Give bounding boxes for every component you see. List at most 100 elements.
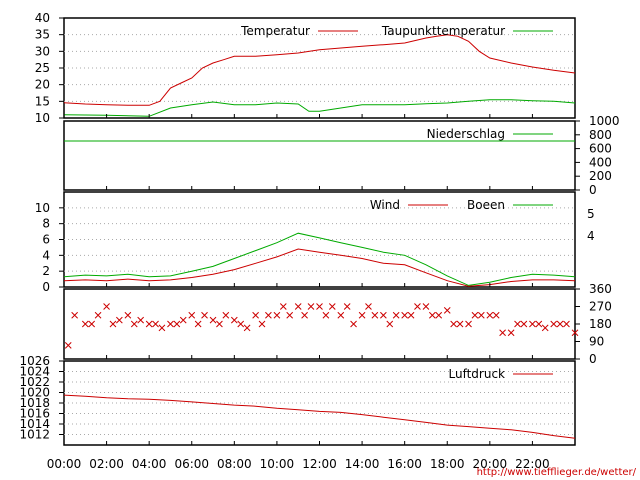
direction-point bbox=[201, 311, 208, 319]
direction-point bbox=[109, 320, 117, 328]
direction-point bbox=[258, 320, 266, 328]
y-tick-label: 8 bbox=[42, 217, 50, 231]
direction-point bbox=[535, 320, 543, 328]
x-tick-label: 02:00 bbox=[89, 457, 124, 471]
direction-point bbox=[471, 311, 479, 319]
direction-point bbox=[529, 320, 536, 328]
y-tick-label: 4 bbox=[42, 248, 50, 262]
x-tick-label: 20:00 bbox=[473, 457, 508, 471]
direction-point bbox=[173, 320, 181, 328]
y-tick-label: 10 bbox=[35, 111, 50, 125]
right-tick-label: 270 bbox=[589, 300, 612, 314]
x-tick-label: 18:00 bbox=[430, 457, 465, 471]
direction-point bbox=[371, 311, 379, 319]
credit-link-text[interactable]: http://www.tiefflieger.de/wetter/ bbox=[476, 467, 636, 478]
right-tick-label: 5 bbox=[587, 207, 595, 221]
direction-point bbox=[450, 320, 457, 328]
y-tick-label: 2 bbox=[42, 264, 50, 278]
direction-point bbox=[328, 303, 336, 310]
direction-point bbox=[252, 311, 259, 319]
direction-point bbox=[237, 320, 245, 328]
direction-point bbox=[145, 320, 153, 328]
y-tick-label: 40 bbox=[35, 11, 50, 25]
legend-wind-label: Wind bbox=[370, 198, 400, 212]
x-tick-label: 06:00 bbox=[174, 457, 209, 471]
direction-point bbox=[103, 303, 110, 310]
direction-point bbox=[556, 320, 564, 328]
y-tick-label: 1014 bbox=[19, 417, 50, 431]
legend-temperatur-label: Temperatur bbox=[240, 24, 310, 38]
y-tick-label: 1024 bbox=[19, 365, 50, 379]
direction-point bbox=[188, 311, 196, 319]
direction-point bbox=[273, 311, 281, 319]
direction-point bbox=[243, 324, 251, 332]
direction-point bbox=[124, 311, 132, 319]
direction-point bbox=[350, 320, 357, 328]
direction-point bbox=[279, 303, 287, 310]
series-line-pressure-0 bbox=[63, 394, 576, 439]
series-line-temperature-0 bbox=[63, 34, 576, 106]
direction-point bbox=[94, 311, 102, 319]
right-tick-label: 180 bbox=[589, 317, 612, 331]
direction-point bbox=[422, 303, 430, 310]
right-tick-label: 360 bbox=[589, 282, 612, 296]
y-tick-label: 0 bbox=[42, 280, 50, 294]
direction-point bbox=[222, 311, 230, 319]
right-tick-label: 0 bbox=[589, 183, 597, 197]
legend-boeen-label: Boeen bbox=[467, 198, 505, 212]
panel-frame-direction bbox=[63, 288, 576, 360]
legend-precipitation-label: Niederschlag bbox=[427, 127, 505, 141]
direction-point bbox=[116, 316, 123, 324]
direction-point bbox=[407, 311, 415, 319]
y-tick-label: 20 bbox=[35, 78, 50, 92]
y-tick-label: 15 bbox=[35, 94, 50, 108]
right-tick-label: 600 bbox=[589, 142, 612, 156]
y-tick-label: 1022 bbox=[19, 375, 50, 389]
series-line-temperature-1 bbox=[63, 99, 576, 117]
direction-point bbox=[265, 311, 272, 319]
direction-point bbox=[465, 320, 472, 328]
direction-point bbox=[365, 303, 372, 310]
y-tick-label: 1016 bbox=[19, 407, 50, 421]
right-tick-label: 400 bbox=[589, 155, 612, 169]
y-tick-label: 1026 bbox=[19, 354, 50, 368]
direction-point bbox=[443, 307, 451, 314]
y-tick-label: 1012 bbox=[19, 428, 50, 442]
direction-point bbox=[216, 320, 223, 328]
direction-point bbox=[563, 320, 570, 328]
direction-point bbox=[307, 303, 315, 310]
direction-point bbox=[456, 320, 464, 328]
direction-point bbox=[571, 329, 579, 337]
y-tick-label: 35 bbox=[35, 28, 50, 42]
x-tick-label: 12:00 bbox=[302, 457, 337, 471]
series-line-wind-1 bbox=[63, 232, 576, 286]
direction-point bbox=[514, 320, 521, 328]
right-tick-label: 200 bbox=[589, 169, 612, 183]
direction-point bbox=[392, 311, 400, 319]
direction-point bbox=[137, 316, 145, 324]
direction-point bbox=[130, 320, 138, 328]
direction-point bbox=[167, 320, 174, 328]
direction-point bbox=[358, 311, 366, 319]
direction-point bbox=[301, 311, 308, 319]
direction-point bbox=[194, 320, 202, 328]
direction-point bbox=[507, 329, 515, 337]
x-tick-label: 00:00 bbox=[47, 457, 82, 471]
direction-point bbox=[492, 311, 500, 319]
y-tick-label: 1020 bbox=[19, 386, 50, 400]
right-tick-label: 1000 bbox=[589, 114, 620, 128]
direction-point bbox=[71, 311, 78, 319]
x-tick-label: 16:00 bbox=[387, 457, 422, 471]
direction-point bbox=[322, 311, 330, 319]
direction-point bbox=[230, 316, 238, 324]
right-tick-label: 0 bbox=[589, 352, 597, 366]
direction-point bbox=[337, 311, 345, 319]
direction-point bbox=[541, 324, 549, 332]
x-tick-label: 08:00 bbox=[217, 457, 252, 471]
direction-point bbox=[380, 311, 387, 319]
direction-point bbox=[401, 311, 409, 319]
x-tick-label: 22:00 bbox=[515, 457, 550, 471]
right-tick-label: 4 bbox=[587, 229, 595, 243]
direction-point bbox=[414, 303, 421, 310]
